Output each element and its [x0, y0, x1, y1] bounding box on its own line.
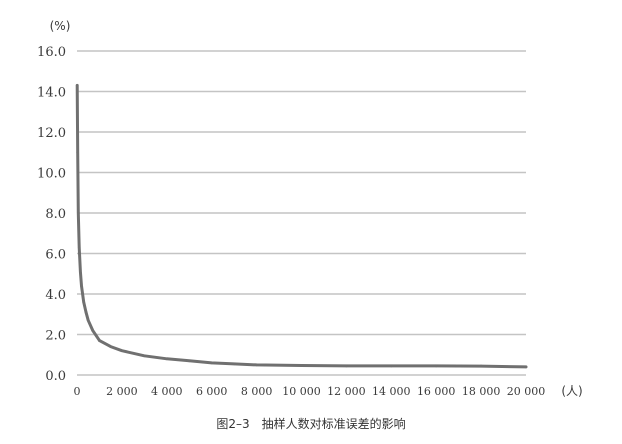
data-point	[77, 211, 80, 215]
data-point	[80, 284, 83, 288]
y-tick-label: 16.0	[37, 45, 66, 60]
data-point	[390, 364, 393, 368]
series-group	[75, 83, 528, 369]
data-point	[232, 362, 236, 366]
y-tick-label: 0.0	[45, 369, 66, 384]
data-point	[84, 310, 88, 314]
figure-caption: 图2–3 抽样人数对标准误差的影响	[216, 417, 406, 431]
x-tick-label: 12 000	[327, 385, 366, 398]
x-tick-label: 10 000	[282, 385, 321, 398]
data-point	[98, 339, 101, 342]
y-tick-label: 14.0	[37, 86, 66, 101]
data-point	[86, 319, 90, 322]
y-axis-unit-label: (%)	[50, 19, 71, 33]
data-point	[143, 354, 146, 358]
data-point	[109, 345, 112, 348]
y-tick-label: 10.0	[37, 167, 66, 182]
data-point	[434, 364, 438, 368]
y-tick-label: 8.0	[45, 207, 66, 222]
data-point	[479, 364, 483, 368]
data-point	[76, 150, 79, 154]
x-tick-label: 2 000	[106, 385, 138, 398]
x-tick-label: 14 000	[372, 385, 411, 398]
x-tick-label: 6 000	[196, 385, 228, 398]
data-point	[82, 300, 86, 304]
data-point	[255, 363, 258, 367]
y-tick-label: 2.0	[45, 329, 66, 344]
x-tick-label: 18 000	[462, 385, 501, 398]
data-point	[210, 361, 213, 365]
data-point	[165, 357, 169, 361]
data-point	[524, 365, 528, 369]
y-axis-ticks: 0.0 2.0 4.0 6.0 8.0 10.0 12.0 14.0 16.0	[37, 45, 66, 384]
data-point	[345, 364, 348, 368]
y-tick-label: 6.0	[45, 248, 66, 263]
data-point	[120, 349, 124, 353]
x-tick-label: 4 000	[151, 385, 183, 398]
x-tick-label: 8 000	[241, 385, 273, 398]
x-tick-label: 16 000	[417, 385, 456, 398]
x-tick-label: 20 000	[507, 385, 546, 398]
chart: 0.0 2.0 4.0 6.0 8.0 10.0 12.0 14.0 16.0 0 2 000 4 …	[37, 19, 583, 398]
data-point	[75, 84, 79, 87]
data-point	[79, 270, 82, 274]
x-axis-unit-label: (人)	[561, 384, 582, 398]
y-tick-label: 12.0	[37, 126, 66, 141]
data-point	[77, 246, 81, 249]
series-line	[75, 83, 528, 369]
x-axis-ticks: 0 2 000 4 000 6 000 8 000 10 000 12 000 14 000 1…	[74, 385, 546, 398]
gridlines	[77, 50, 526, 376]
y-tick-label: 4.0	[45, 288, 66, 303]
data-point	[91, 329, 95, 332]
data-point	[187, 359, 191, 363]
x-tick-label: 0	[74, 385, 81, 398]
data-point	[300, 364, 303, 367]
